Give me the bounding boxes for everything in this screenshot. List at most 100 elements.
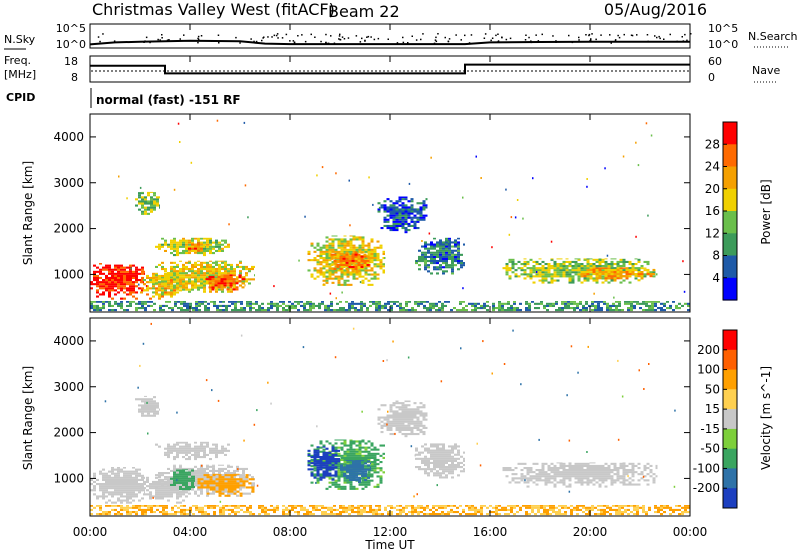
heatmap-cell xyxy=(370,454,374,457)
heatmap-cell xyxy=(180,309,183,312)
heatmap-cell xyxy=(170,265,173,268)
heatmap-cell xyxy=(370,259,374,262)
heatmap-cell xyxy=(358,265,362,268)
heatmap-cell xyxy=(233,486,237,489)
heatmap-cell xyxy=(445,466,448,469)
heatmap-cell xyxy=(370,468,371,471)
heatmap-cell xyxy=(334,265,338,268)
noise-point xyxy=(537,40,540,42)
heatmap-cell xyxy=(561,301,564,303)
heatmap-cell xyxy=(203,282,206,285)
heatmap-cell xyxy=(149,491,152,494)
heatmap-cell xyxy=(215,447,218,450)
heatmap-cell xyxy=(442,260,445,263)
heatmap-cell xyxy=(379,469,383,472)
heatmap-cell xyxy=(442,470,445,473)
heatmap-cell xyxy=(336,263,340,266)
heatmap-cell xyxy=(358,442,362,445)
heatmap-cell xyxy=(606,307,609,310)
heatmap-cell xyxy=(182,272,185,275)
heatmap-cell xyxy=(254,265,255,268)
heatmap-cell xyxy=(203,467,206,470)
heatmap-point xyxy=(645,122,648,125)
noise-point xyxy=(491,37,494,39)
heatmap-cell xyxy=(316,271,320,274)
heatmap-cell xyxy=(598,271,602,274)
heatmap-cell xyxy=(194,237,197,240)
heatmap-cell xyxy=(351,270,355,273)
heatmap-point xyxy=(408,182,411,185)
heatmap-cell xyxy=(445,260,448,263)
heatmap-cell xyxy=(161,489,164,492)
heatmap-cell xyxy=(420,301,423,303)
heatmap-cell xyxy=(209,249,212,252)
heatmap-cell xyxy=(416,406,420,409)
heatmap-cell xyxy=(212,245,215,248)
heatmap-cell xyxy=(592,265,596,268)
heatmap-cell xyxy=(331,242,335,245)
heatmap-cell xyxy=(432,304,435,307)
heatmap-cell xyxy=(132,264,135,267)
heatmap-cell xyxy=(105,274,108,277)
heatmap-cell xyxy=(114,489,117,492)
noise-point xyxy=(495,34,497,37)
heatmap-cell xyxy=(622,258,626,261)
heatmap-cell xyxy=(535,483,539,486)
heatmap-cell xyxy=(230,472,233,475)
heatmap-cell xyxy=(258,307,261,310)
heatmap-cell xyxy=(117,302,120,305)
heatmap-cell xyxy=(212,465,215,468)
heatmap-cell xyxy=(141,476,144,479)
heatmap-cell xyxy=(337,439,341,441)
heatmap-cell xyxy=(379,259,383,262)
noise-point xyxy=(447,40,450,43)
heatmap-cell xyxy=(424,264,427,267)
heatmap-cell xyxy=(355,269,359,272)
heatmap-cell xyxy=(389,410,393,413)
colorbar-segment xyxy=(723,277,737,301)
heatmap-cell xyxy=(631,271,635,274)
heatmap-cell xyxy=(401,216,405,219)
heatmap-cell xyxy=(380,431,384,434)
heatmap-cell xyxy=(436,260,439,263)
heatmap-cell xyxy=(176,288,179,291)
heatmap-cell xyxy=(553,260,557,263)
heatmap-cell xyxy=(313,269,317,272)
heatmap-cell xyxy=(460,455,463,458)
heatmap-cell xyxy=(573,302,576,305)
heatmap-cell xyxy=(451,251,454,254)
heatmap-cell xyxy=(114,501,117,504)
heatmap-cell xyxy=(99,307,102,310)
heatmap-cell xyxy=(337,261,341,264)
heatmap-cell xyxy=(209,484,212,487)
heatmap-cell xyxy=(426,301,429,303)
heatmap-cell xyxy=(135,476,138,479)
heatmap-cell xyxy=(194,492,197,495)
heatmap-cell xyxy=(99,272,102,275)
heatmap-cell xyxy=(520,273,524,276)
heatmap-cell xyxy=(149,493,152,496)
heatmap-cell xyxy=(463,262,465,265)
heatmap-cell xyxy=(179,268,182,271)
heatmap-point xyxy=(378,206,381,209)
heatmap-cell xyxy=(330,309,333,312)
heatmap-cell xyxy=(105,276,108,279)
heatmap-cell xyxy=(182,456,185,459)
heatmap-cell xyxy=(448,241,451,244)
heatmap-cell xyxy=(111,472,114,475)
heatmap-cell xyxy=(331,248,335,251)
heatmap-cell xyxy=(197,278,200,281)
heatmap-cell xyxy=(529,271,533,274)
heatmap-cell xyxy=(328,485,332,488)
heatmap-cell xyxy=(424,260,427,263)
noise-point xyxy=(361,37,363,40)
heatmap-cell xyxy=(105,285,108,288)
heatmap-cell xyxy=(153,206,156,209)
colorbar-tick-label: 12 xyxy=(705,226,720,240)
heatmap-cell xyxy=(173,261,176,264)
noise-point xyxy=(525,34,527,36)
noise-point xyxy=(271,36,273,38)
heatmap-cell xyxy=(604,267,608,269)
heatmap-cell xyxy=(538,473,542,476)
heatmap-cell xyxy=(313,246,317,249)
